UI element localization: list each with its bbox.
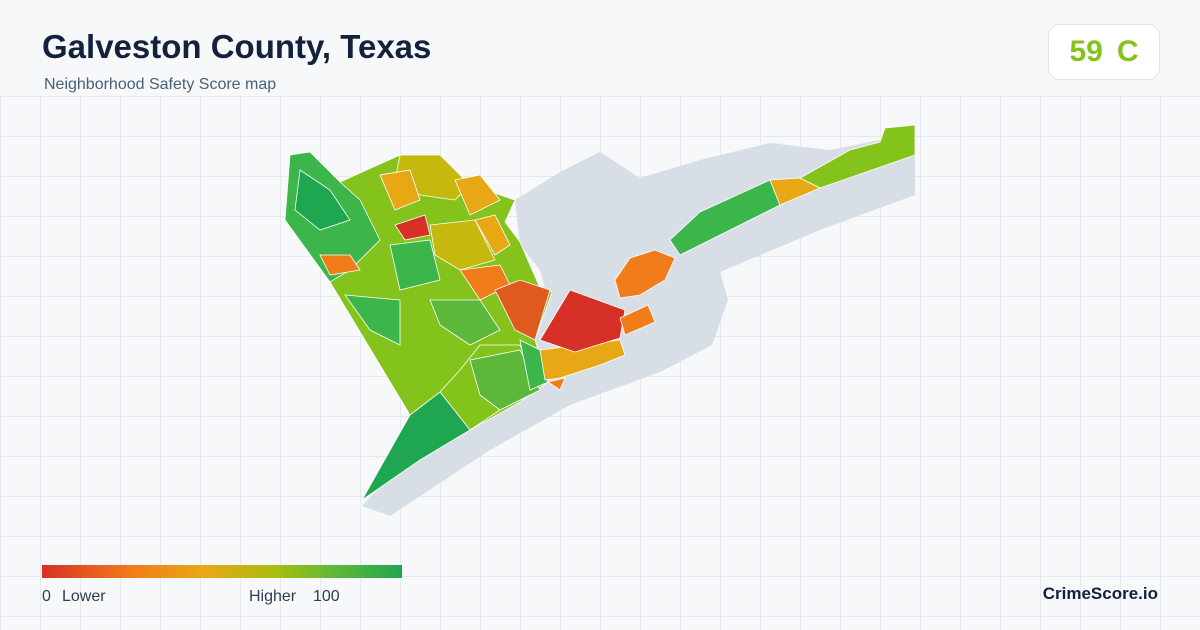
- score-badge: 59 C: [1048, 24, 1160, 80]
- regions: [284, 124, 916, 501]
- title: Galveston County, Texas: [42, 28, 432, 65]
- legend-min: 0: [42, 588, 51, 605]
- subtitle: Neighborhood Safety Score map: [44, 76, 277, 93]
- legend-min-label: Lower: [62, 588, 106, 605]
- brand: CrimeScore.io: [1042, 584, 1158, 603]
- score-value: 59: [1069, 35, 1103, 68]
- legend-max: 100: [313, 588, 340, 605]
- legend-max-label: Higher: [249, 588, 297, 605]
- header: Galveston County, Texas Neighborhood Saf…: [0, 0, 1200, 97]
- legend-bar: [42, 565, 402, 578]
- score-grade: C: [1116, 35, 1139, 68]
